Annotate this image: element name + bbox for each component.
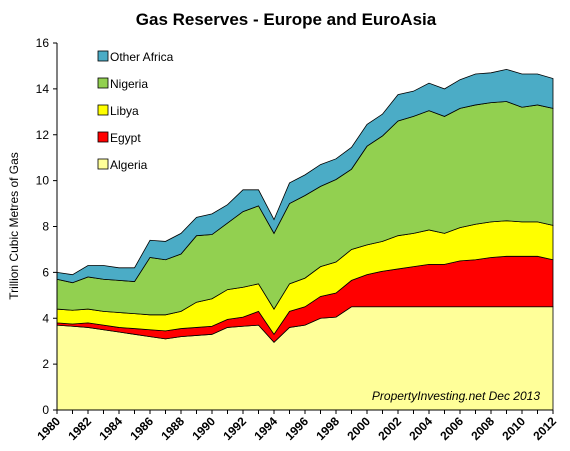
x-tick-label: 1990 [189,414,218,443]
x-tick-label: 2012 [530,414,559,443]
y-tick-label: 14 [36,82,50,96]
x-tick-label: 1996 [282,414,311,443]
legend-swatch-libya [97,104,109,116]
y-tick-label: 12 [36,128,50,142]
legend-swatch-algeria [97,158,109,170]
legend-swatch-egypt [97,131,109,143]
x-tick-label: 1998 [313,414,342,443]
y-tick-label: 10 [36,174,50,188]
y-tick-label: 6 [42,265,49,279]
x-tick-label: 1988 [158,414,187,443]
y-tick-label: 2 [42,357,49,371]
chart-title: Gas Reserves - Europe and EuroAsia [136,10,437,29]
area-series-other-africa [56,68,554,284]
x-tick-label: 2010 [499,414,528,443]
x-tick-label: 1980 [34,414,63,443]
x-tick-label: 1992 [220,414,249,443]
x-tick-label: 2006 [437,414,466,443]
y-axis-label: Trillion Cubic Metres of Gas [7,152,21,300]
x-tick-label: 1982 [65,414,94,443]
legend-label-other-africa: Other Africa [110,50,174,64]
legend-label-algeria: Algeria [110,158,148,172]
x-tick-label: 2008 [468,414,497,443]
legend-label-libya: Libya [110,104,139,118]
x-tick-label: 2002 [375,414,404,443]
y-tick-label: 16 [36,36,50,50]
x-tick-label: 1984 [96,414,125,443]
plot-area [56,68,554,411]
x-tick-label: 1986 [127,414,156,443]
y-tick-label: 4 [42,311,49,325]
legend-label-egypt: Egypt [110,131,141,145]
source-annotation: PropertyInvesting.net Dec 2013 [372,389,540,403]
legend-swatch-nigeria [97,77,109,89]
x-tick-label: 2004 [406,414,435,443]
x-tick-label: 1994 [251,414,280,443]
y-tick-label: 8 [42,220,49,234]
y-tick-label: 0 [42,403,49,417]
legend-swatch-other-africa [97,50,109,62]
x-tick-label: 2000 [344,414,373,443]
legend-label-nigeria: Nigeria [110,77,148,91]
legend: Other Africa Nigeria Libya Egypt Algeria [97,50,174,172]
